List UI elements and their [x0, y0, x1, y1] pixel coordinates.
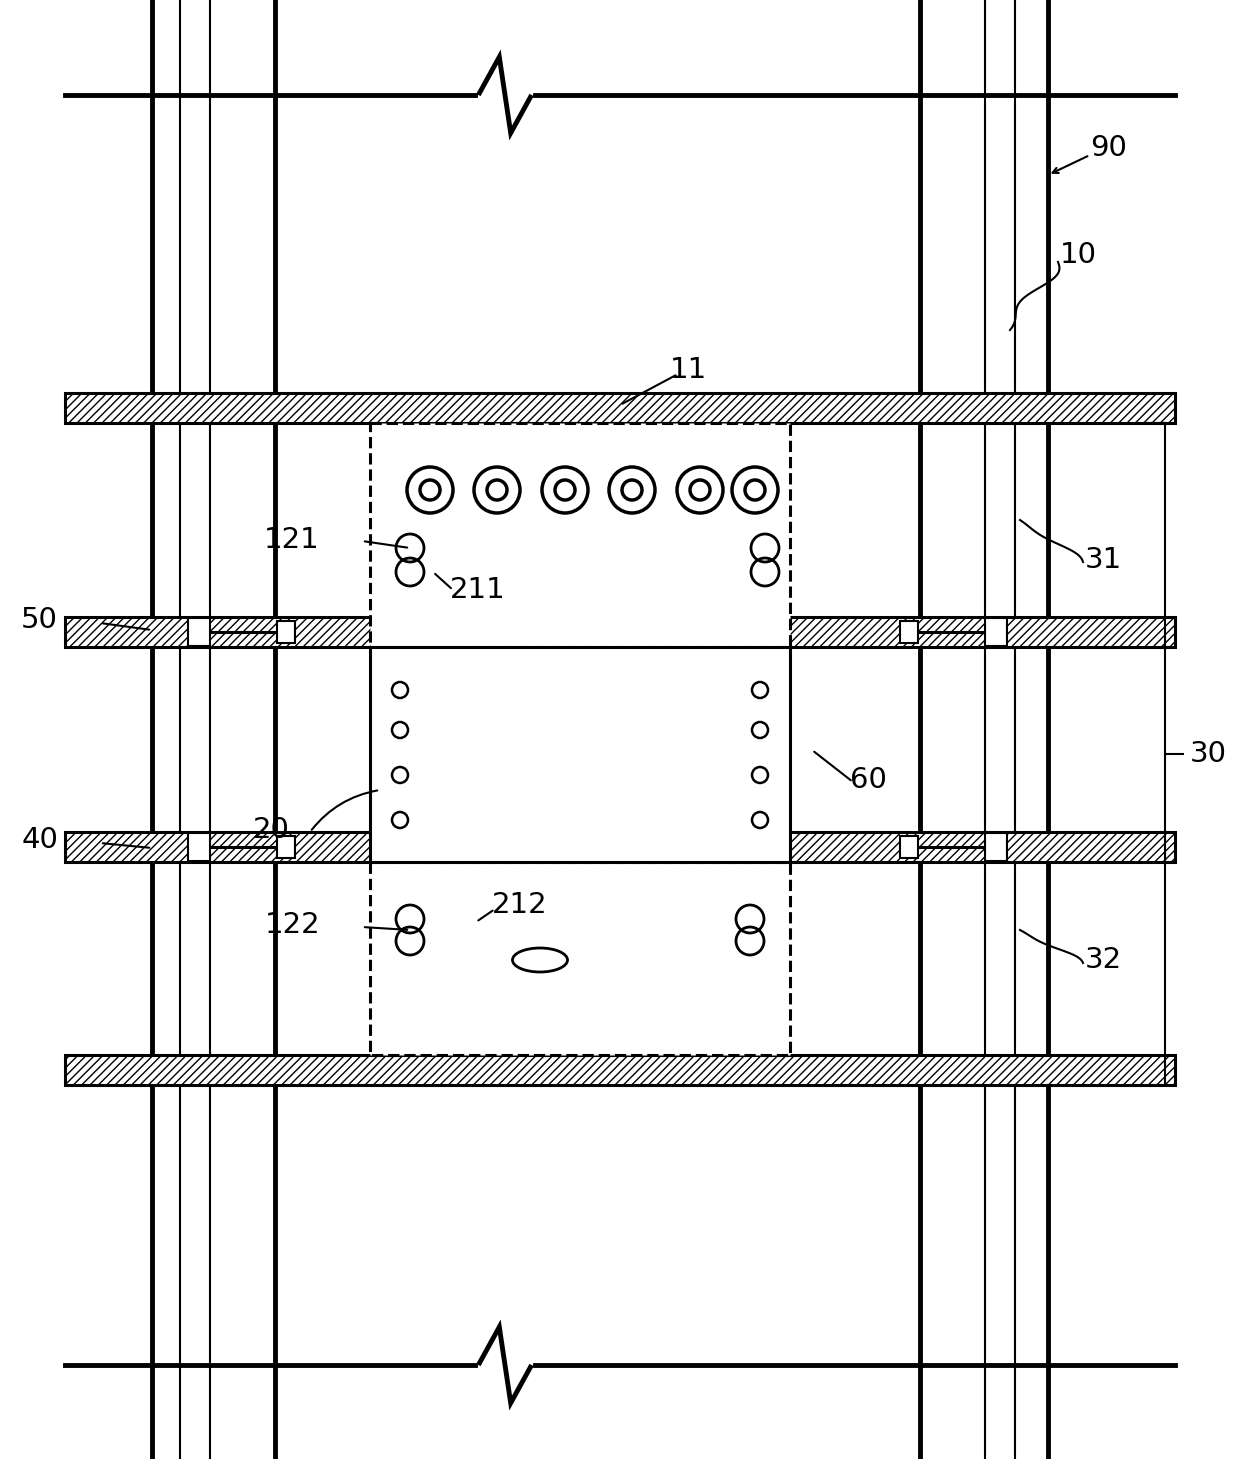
Text: 20: 20	[253, 816, 290, 843]
Circle shape	[751, 534, 779, 562]
Bar	[900, 622, 918, 643]
Bar	[64, 1055, 1176, 1085]
Bar	[64, 832, 1176, 862]
Circle shape	[732, 467, 777, 514]
Bar	[64, 392, 1176, 423]
Circle shape	[396, 557, 424, 587]
Text: 122: 122	[264, 910, 320, 940]
Bar	[64, 1055, 1176, 1085]
Circle shape	[737, 905, 764, 932]
Circle shape	[751, 557, 779, 587]
Bar	[277, 622, 295, 643]
Circle shape	[392, 813, 408, 829]
Text: 32: 32	[1085, 945, 1122, 975]
Bar	[370, 862, 790, 1055]
Text: 50: 50	[21, 605, 58, 635]
Bar	[64, 617, 1176, 646]
Circle shape	[407, 467, 453, 514]
Circle shape	[392, 681, 408, 697]
Circle shape	[396, 905, 424, 932]
Circle shape	[751, 681, 768, 697]
Circle shape	[396, 926, 424, 956]
Ellipse shape	[512, 948, 568, 972]
Bar	[277, 836, 295, 858]
Circle shape	[392, 767, 408, 783]
Circle shape	[392, 722, 408, 738]
Bar	[370, 423, 790, 646]
Text: 11: 11	[670, 356, 707, 384]
Circle shape	[396, 534, 424, 562]
Bar	[64, 617, 1176, 646]
Circle shape	[751, 813, 768, 829]
Circle shape	[737, 926, 764, 956]
Text: 10: 10	[1060, 241, 1097, 268]
Circle shape	[751, 767, 768, 783]
Text: 212: 212	[492, 891, 548, 919]
Bar	[985, 833, 1007, 861]
Bar	[188, 833, 210, 861]
Bar	[900, 836, 918, 858]
Circle shape	[474, 467, 520, 514]
Text: 31: 31	[1085, 546, 1122, 573]
Text: 60: 60	[849, 766, 887, 794]
Text: 40: 40	[21, 826, 58, 854]
Text: 121: 121	[264, 527, 320, 554]
Bar	[370, 646, 790, 862]
Text: 90: 90	[1090, 134, 1127, 162]
Bar	[64, 392, 1176, 423]
Bar	[985, 619, 1007, 646]
Bar	[64, 832, 1176, 862]
Circle shape	[609, 467, 655, 514]
Circle shape	[677, 467, 723, 514]
Bar	[188, 619, 210, 646]
Text: 211: 211	[450, 576, 506, 604]
Circle shape	[751, 722, 768, 738]
Text: 30: 30	[1190, 740, 1228, 767]
Circle shape	[542, 467, 588, 514]
